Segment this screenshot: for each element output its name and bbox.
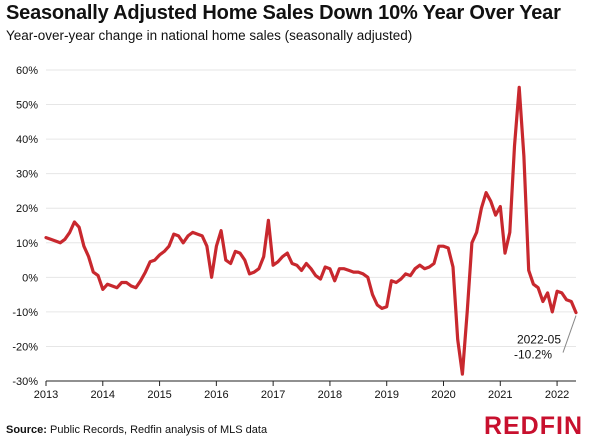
x-tick-label: 2019 — [374, 389, 398, 401]
x-tick-label: 2018 — [318, 389, 342, 401]
x-tick-label: 2020 — [431, 389, 455, 401]
y-tick-label: 20% — [16, 203, 38, 215]
y-tick-label: -20% — [12, 341, 38, 353]
annotation: 2022-05-10.2% — [514, 315, 577, 362]
y-tick-label: 40% — [16, 134, 38, 146]
y-tick-label: 30% — [16, 169, 38, 181]
y-tick-label: 50% — [16, 100, 38, 112]
gridlines — [46, 69, 576, 382]
y-tick-label: -10% — [12, 307, 38, 319]
redfin-logo: REDFIN — [483, 412, 583, 440]
x-tick-label: 2016 — [204, 389, 228, 401]
series-layer — [44, 85, 578, 376]
annotation-leader-line — [562, 315, 577, 353]
y-tick-label: 0% — [22, 272, 38, 284]
source-text: Public Records, Redfin analysis of MLS d… — [46, 424, 268, 436]
annotation-value: -10.2% — [514, 348, 552, 362]
source-label: Source: — [6, 424, 47, 436]
x-tick-label: 2014 — [91, 389, 115, 401]
annotation-date: 2022-05 — [517, 333, 561, 347]
y-tick-label: -30% — [12, 376, 38, 388]
y-tick-label: 10% — [16, 238, 38, 250]
y-tick-label: 60% — [16, 65, 38, 77]
chart-subtitle: Year-over-year change in national home s… — [6, 28, 413, 43]
axis-labels: 60% 50% 40% 30% 20% 10% 0% -10% -20% -30%2013 2014… — [12, 65, 569, 401]
x-tick-label: 2021 — [488, 389, 512, 401]
x-tick-label: 2013 — [34, 389, 58, 401]
chart-title: Seasonally Adjusted Home Sales Down 10% … — [6, 2, 561, 24]
series-line — [44, 85, 578, 376]
x-tick-label: 2022 — [545, 389, 569, 401]
x-tick-label: 2015 — [147, 389, 171, 401]
x-tick-label: 2017 — [261, 389, 285, 401]
source-note: Source: Public Records, Redfin analysis … — [6, 424, 267, 436]
